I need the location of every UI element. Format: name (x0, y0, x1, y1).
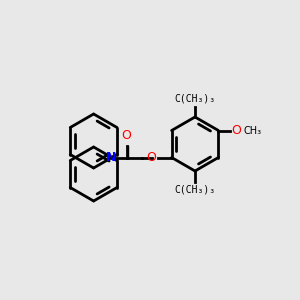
Text: O: O (122, 129, 132, 142)
Text: C(CH₃)₃: C(CH₃)₃ (174, 94, 216, 103)
Text: N: N (106, 151, 116, 164)
Text: CH₃: CH₃ (244, 125, 262, 136)
Text: C(CH₃)₃: C(CH₃)₃ (174, 184, 216, 194)
Text: O: O (147, 151, 157, 164)
Text: O: O (231, 124, 241, 137)
